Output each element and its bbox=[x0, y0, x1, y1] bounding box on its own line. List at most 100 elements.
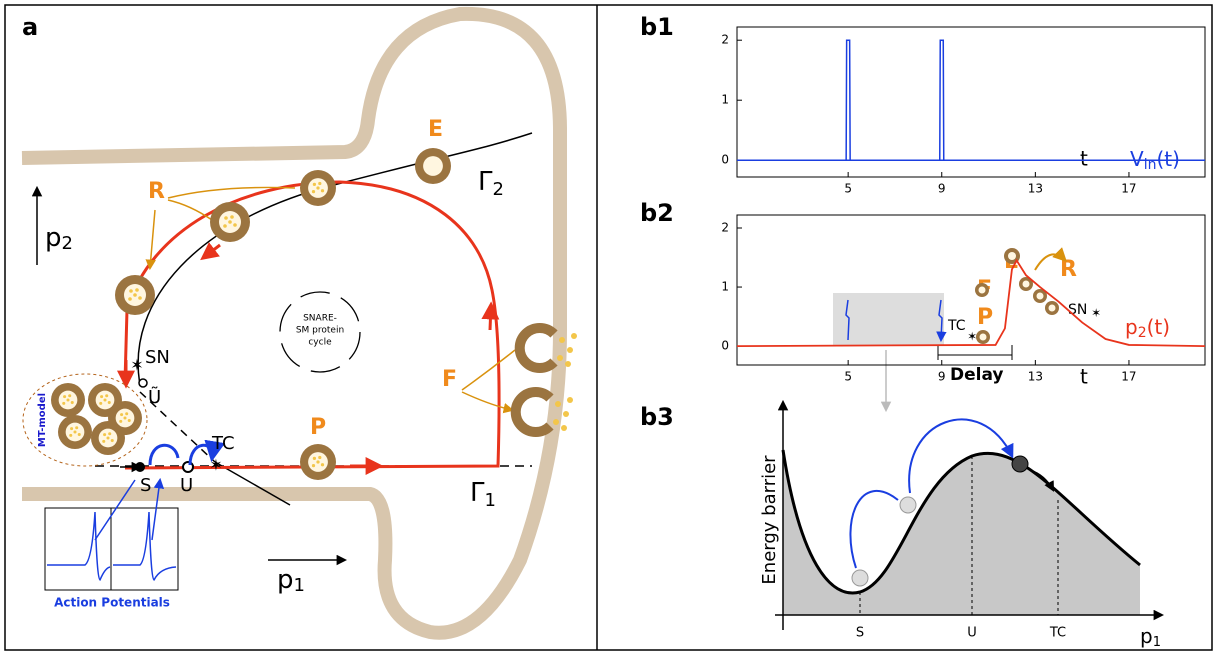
symbol: p bbox=[277, 565, 294, 595]
vesicle-lumen bbox=[1049, 305, 1056, 312]
vesicle-dot bbox=[125, 412, 128, 415]
y-tick-label: 0 bbox=[721, 339, 729, 353]
vesicle-dot bbox=[120, 413, 123, 416]
panel-label: b3 bbox=[640, 403, 674, 431]
spike bbox=[940, 40, 944, 160]
vesicle-dot bbox=[224, 216, 228, 220]
x-tick-label: 9 bbox=[938, 370, 946, 384]
x-tick-label: 5 bbox=[844, 370, 852, 384]
y-tick-label: 0 bbox=[721, 153, 729, 167]
vesicle-dot bbox=[316, 186, 319, 189]
vesicle-dot bbox=[69, 434, 72, 437]
fused-vesicle bbox=[520, 328, 554, 368]
symbol: p bbox=[1140, 624, 1153, 648]
vesicle-dot bbox=[230, 215, 234, 219]
vesicle-dot bbox=[63, 395, 66, 398]
vesicle-dot bbox=[99, 402, 102, 405]
subscript: 1 bbox=[1153, 635, 1161, 650]
x-tick-label: TC bbox=[1049, 626, 1066, 641]
spike bbox=[846, 40, 850, 160]
ball bbox=[1012, 456, 1028, 472]
delay-label: Delay bbox=[950, 365, 1004, 385]
arrow bbox=[203, 245, 220, 258]
x-tick-label: 17 bbox=[1121, 182, 1136, 196]
p1-axis-label: p1 bbox=[277, 565, 305, 597]
mt-model-label: MT-model bbox=[37, 393, 48, 447]
vesicle-dot bbox=[71, 401, 74, 404]
y-axis-label: Energy barrier bbox=[759, 455, 780, 585]
x-tick-label: 5 bbox=[844, 182, 852, 196]
label-e: E bbox=[428, 117, 443, 142]
panel-label: b1 bbox=[640, 13, 674, 41]
label-tc: TC bbox=[211, 433, 235, 454]
vesicle-dot bbox=[123, 416, 126, 419]
gamma-1-label: Γ1 bbox=[470, 478, 496, 512]
p2-axis-label: p2 bbox=[45, 223, 73, 255]
f-arrows bbox=[462, 350, 515, 410]
ap-arrows bbox=[150, 445, 212, 465]
released-dot bbox=[563, 411, 569, 417]
vesicle-dot bbox=[73, 430, 76, 433]
marker-p: P bbox=[977, 305, 993, 330]
x-axis-label: p1 bbox=[1140, 624, 1161, 650]
point-u-tilde bbox=[139, 379, 147, 387]
symbol: Γ bbox=[478, 167, 493, 197]
arrow bbox=[490, 305, 491, 330]
vesicle-dot bbox=[103, 433, 106, 436]
vesicle-dot bbox=[70, 427, 73, 430]
marker-r: R bbox=[1060, 257, 1077, 282]
vesicle-dot bbox=[321, 463, 324, 466]
label-p: P bbox=[310, 415, 326, 440]
subscript: 2 bbox=[62, 233, 73, 254]
star: ✶ bbox=[1091, 306, 1101, 320]
ball bbox=[852, 570, 868, 586]
released-dot bbox=[555, 401, 561, 407]
released-dot bbox=[571, 333, 577, 339]
released-dot bbox=[567, 347, 573, 353]
symbol: p bbox=[45, 223, 62, 253]
released-dot bbox=[565, 361, 571, 367]
vesicle-lumen bbox=[979, 287, 986, 294]
y-tick-label: 1 bbox=[721, 93, 729, 107]
subscript: 2 bbox=[493, 179, 504, 200]
released-dot bbox=[553, 419, 559, 425]
vesicle-lumen bbox=[980, 334, 987, 341]
panel-b3: Energy barrier S U TC p1 bbox=[759, 402, 1162, 650]
y-tick-label: 1 bbox=[721, 280, 729, 294]
panel-label: b2 bbox=[640, 199, 674, 227]
subscript: 1 bbox=[485, 490, 496, 511]
vesicle-dot bbox=[106, 436, 109, 439]
x-axis-label: t bbox=[1080, 365, 1088, 389]
x-tick-label: 17 bbox=[1121, 370, 1136, 384]
x-axis-label: t bbox=[1080, 147, 1088, 171]
vesicle-dot bbox=[119, 420, 122, 423]
ball bbox=[900, 497, 916, 513]
vesicle-dot bbox=[321, 189, 324, 192]
vesicle-lumen bbox=[423, 156, 443, 176]
vesicle-lumen bbox=[1037, 293, 1044, 300]
point-s bbox=[135, 462, 145, 472]
vesicle-dot bbox=[100, 395, 103, 398]
vesicle-dot bbox=[223, 224, 227, 228]
manifold-gamma-2 bbox=[138, 133, 532, 385]
vesicle-dot bbox=[312, 464, 315, 467]
trace-label: p2(t) bbox=[1125, 315, 1170, 342]
x-tick-label: 9 bbox=[938, 182, 946, 196]
vesicle-dot bbox=[78, 433, 81, 436]
vesicle-dot bbox=[313, 183, 316, 186]
label-f: F bbox=[442, 367, 457, 392]
argument: (t) bbox=[1147, 315, 1170, 339]
vesicle-lumen bbox=[1023, 281, 1030, 288]
vesicle-dot bbox=[108, 432, 111, 435]
vesicle-dot bbox=[68, 394, 71, 397]
vesicle-dot bbox=[228, 220, 232, 224]
vesicle-dot bbox=[313, 457, 316, 460]
vesicle-dot bbox=[129, 289, 133, 293]
cycle-text: SNARE- bbox=[303, 314, 337, 324]
x-tick-label: S bbox=[856, 626, 864, 641]
label-s: S bbox=[140, 475, 151, 496]
x-tick-label: 13 bbox=[1028, 370, 1043, 384]
vesicle-dot bbox=[318, 456, 321, 459]
subscript: 1 bbox=[294, 575, 305, 596]
fused-vesicle bbox=[516, 392, 550, 432]
